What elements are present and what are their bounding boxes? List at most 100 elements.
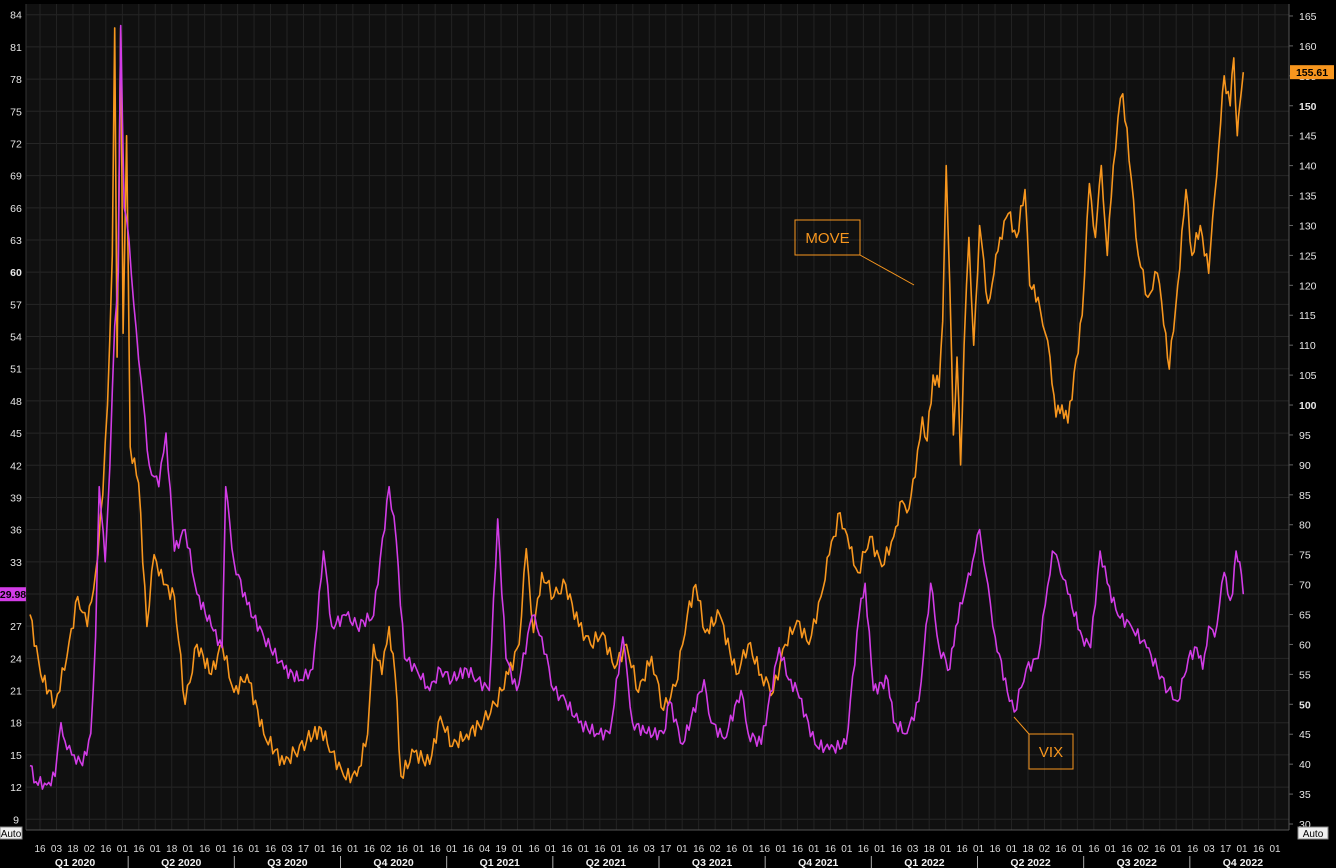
annotation-box-vix (1028, 733, 1074, 770)
x-day-tick-label: 16 (133, 844, 145, 855)
right-tick-label: 140 (1299, 161, 1317, 173)
x-day-tick-label: 16 (1154, 844, 1166, 855)
right-tick-label: 45 (1299, 729, 1311, 741)
right-tick-label: 50 (1299, 699, 1311, 711)
x-day-tick-label: 01 (1072, 844, 1084, 855)
right-tick-label: 95 (1299, 430, 1311, 442)
x-day-tick-label: 03 (51, 844, 63, 855)
left-tick-label: 45 (10, 428, 22, 440)
x-day-tick-label: 01 (314, 844, 326, 855)
right-tick-label: 100 (1299, 400, 1317, 412)
left-tick-label: 72 (10, 138, 22, 150)
right-tick-label: 60 (1299, 639, 1311, 651)
left-tick-label: 21 (10, 686, 22, 698)
x-day-tick-label: 16 (528, 844, 540, 855)
left-tick-label: 78 (10, 74, 22, 86)
x-day-tick-label: 01 (117, 844, 129, 855)
x-day-tick-label: 16 (891, 844, 903, 855)
x-quarter-label: Q4 2020 (373, 857, 413, 868)
annotation-leader-vix (1013, 716, 1030, 735)
right-tick-label: 105 (1299, 370, 1317, 382)
x-day-tick-label: 18 (1022, 844, 1034, 855)
left-axis: 8481787572696663605754514845423936333027… (0, 4, 27, 840)
x-quarter-label: Q3 2020 (267, 857, 307, 868)
x-day-tick-label: 01 (808, 844, 820, 855)
right-tick-label: 55 (1299, 669, 1311, 681)
right-axis: 1651601551501451401351301251201151101051… (1288, 4, 1329, 840)
right-tick-label: 80 (1299, 520, 1311, 532)
right-tick-label: 65 (1299, 610, 1311, 622)
badge-layer: 155.61 29.98 (0, 65, 1334, 602)
left-tick-label: 9 (13, 814, 19, 826)
x-day-tick-label: 18 (67, 844, 79, 855)
x-day-tick-label: 01 (841, 844, 853, 855)
x-day-tick-label: 16 (594, 844, 606, 855)
x-day-tick-label: 16 (430, 844, 442, 855)
x-day-tick-label: 01 (183, 844, 195, 855)
right-tick-label: 130 (1299, 220, 1317, 232)
x-day-tick-label: 01 (1237, 844, 1249, 855)
x-day-tick-label: 16 (759, 844, 771, 855)
x-day-tick-label: 01 (1006, 844, 1018, 855)
left-scale-box (0, 826, 23, 840)
x-day-tick-label: 01 (512, 844, 524, 855)
x-day-tick-label: 16 (990, 844, 1002, 855)
x-day-tick-label: 16 (100, 844, 112, 855)
right-tick-label: 75 (1299, 550, 1311, 562)
badge-vix-value: 29.98 (0, 589, 26, 601)
x-quarter-label: Q1 2022 (904, 857, 944, 868)
x-day-tick-label: 18 (924, 844, 936, 855)
x-day-tick-label: 16 (397, 844, 409, 855)
left-tick-label: 60 (10, 267, 22, 279)
right-tick-label: 150 (1299, 101, 1317, 113)
left-scale-label: Auto (1, 829, 22, 840)
x-day-tick-label: 01 (578, 844, 590, 855)
right-tick-label: 145 (1299, 131, 1317, 143)
right-scale-box (1297, 826, 1329, 840)
x-day-tick-label: 01 (1171, 844, 1183, 855)
right-tick-label: 115 (1299, 310, 1316, 322)
left-tick-label: 12 (10, 782, 22, 794)
left-tick-label: 15 (10, 750, 22, 762)
x-day-tick-label: 17 (1220, 844, 1232, 855)
series-line-vix (29, 24, 1245, 790)
right-tick-label: 160 (1299, 41, 1317, 53)
x-day-tick-label: 16 (463, 844, 475, 855)
left-tick-label: 39 (10, 492, 22, 504)
left-tick-label: 36 (10, 525, 22, 537)
x-day-tick-label: 01 (940, 844, 952, 855)
x-day-tick-label: 02 (710, 844, 722, 855)
annotation-leader-move (859, 254, 915, 286)
right-tick-label: 110 (1299, 340, 1316, 352)
badge-move-value: 155.61 (1296, 67, 1328, 79)
x-day-tick-label: 03 (644, 844, 656, 855)
annotation-text-vix: VIX (1039, 744, 1063, 761)
x-quarter-label: Q3 2021 (692, 857, 732, 868)
x-day-tick-label: 16 (199, 844, 211, 855)
badge-move (1290, 65, 1334, 80)
right-tick-label: 135 (1299, 191, 1317, 203)
x-day-tick-label: 16 (1121, 844, 1133, 855)
right-tick-label: 40 (1299, 759, 1311, 771)
left-tick-label: 18 (10, 718, 22, 730)
left-tick-label: 75 (10, 106, 22, 118)
left-tick-label: 27 (10, 621, 22, 633)
x-day-tick-label: 01 (413, 844, 425, 855)
x-day-tick-label: 01 (743, 844, 755, 855)
right-tick-label: 165 (1299, 11, 1317, 23)
left-tick-label: 84 (10, 10, 22, 22)
x-day-tick-label: 01 (347, 844, 359, 855)
x-day-tick-label: 01 (874, 844, 886, 855)
x-quarter-label: Q3 2022 (1117, 857, 1157, 868)
x-day-tick-label: 03 (907, 844, 919, 855)
series-line-move (29, 27, 1245, 784)
plot-area (26, 4, 1289, 830)
x-day-tick-label: 01 (150, 844, 162, 855)
x-day-tick-label: 17 (298, 844, 310, 855)
left-tick-label: 81 (10, 42, 22, 54)
right-tick-label: 120 (1299, 280, 1317, 292)
annotation-text-move: MOVE (805, 230, 849, 247)
x-quarter-label: Q4 2021 (798, 857, 838, 868)
x-day-tick-label: 01 (611, 844, 623, 855)
left-tick-label: 33 (10, 557, 22, 569)
